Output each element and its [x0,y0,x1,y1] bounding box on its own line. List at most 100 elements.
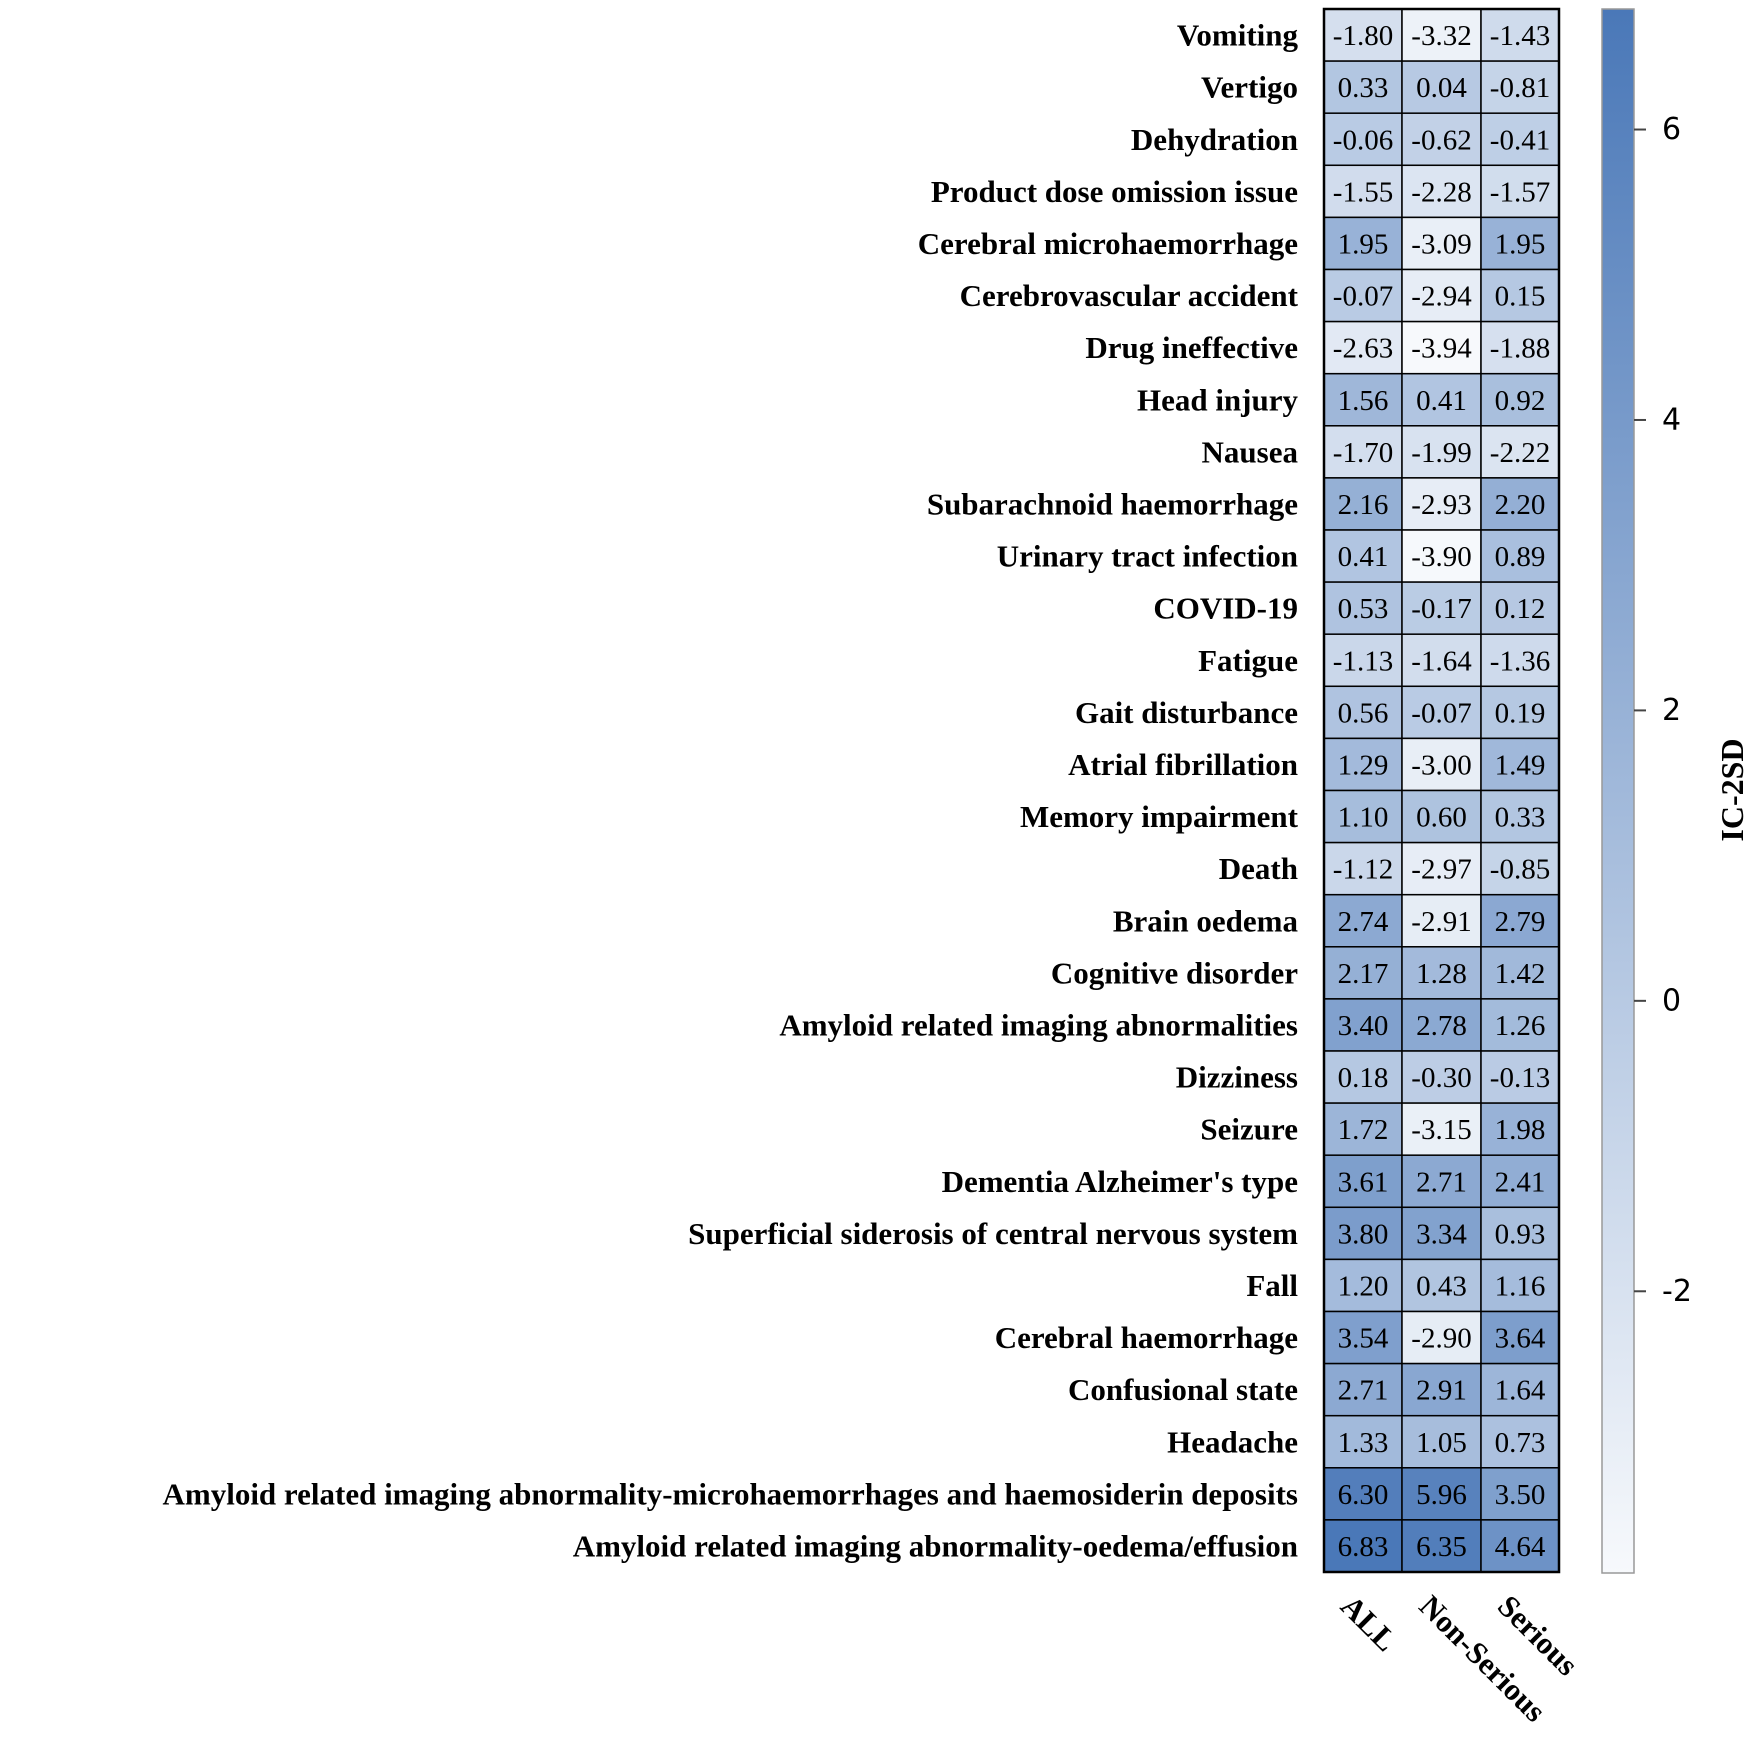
cell-value-label: 2.78 [1416,1010,1467,1042]
legend-tick-label: 2 [1662,693,1681,728]
heatmap-cell [1480,737,1560,792]
heatmap-cell [1401,789,1482,844]
cell-value-label: -0.30 [1411,1062,1471,1094]
row-label: Cerebrovascular accident [960,278,1299,313]
cell-value-label: -1.99 [1411,437,1471,469]
cell-value-label: -2.93 [1411,489,1471,521]
row-label: Atrial fibrillation [1068,747,1298,782]
heatmap-cell [1323,1258,1403,1313]
cell-value-label: 1.26 [1495,1010,1546,1042]
cell-value-label: 1.33 [1338,1427,1389,1459]
cell-value-label: 1.28 [1416,958,1467,990]
row-label: COVID-19 [1153,591,1298,626]
row-label: Dementia Alzheimer's type [942,1164,1298,1199]
cell-value-label: 2.41 [1495,1166,1546,1198]
row-label: Superficial siderosis of central nervous… [688,1216,1298,1251]
cell-value-label: 0.12 [1495,593,1546,625]
row-label: Headache [1167,1424,1298,1459]
cell-value-label: 6.83 [1338,1531,1389,1563]
cell-value-label: 0.41 [1416,385,1467,417]
heatmap-cell [1401,477,1482,531]
row-label: Brain oedema [1113,903,1299,938]
cell-value-label: -0.07 [1333,281,1393,313]
row-label: Nausea [1202,434,1299,469]
legend-tick-label: 6 [1662,112,1681,147]
heatmap-cell [1401,946,1482,1000]
heatmap-cell [1323,477,1403,531]
heatmap-cell [1401,8,1482,62]
cell-value-label: 3.50 [1495,1479,1546,1511]
heatmap-cell [1401,998,1482,1052]
cell-value-label: -1.13 [1333,645,1393,677]
row-label: Head injury [1137,382,1299,417]
cell-value-label: 1.64 [1495,1375,1546,1407]
cell-value-label: -0.06 [1333,124,1393,156]
column-label: ALL [1334,1588,1404,1658]
heatmap-cell [1401,1310,1482,1365]
cell-value-label: -0.41 [1490,124,1550,156]
heatmap-cell [1323,320,1403,375]
cell-value-label: -1.55 [1333,176,1393,208]
cell-value-label: 3.61 [1338,1166,1389,1198]
heatmap-cell [1480,841,1560,896]
legend-tick-label: 4 [1662,402,1681,437]
cell-value-label: 1.20 [1338,1270,1389,1302]
cell-value-label: 3.80 [1338,1218,1389,1250]
heatmap-cell [1323,946,1403,1000]
heatmap-cell [1480,320,1560,375]
cell-value-label: 1.42 [1495,958,1546,990]
row-label: Cerebral microhaemorrhage [918,226,1298,261]
row-label: Death [1219,851,1298,886]
cell-value-label: -1.80 [1333,20,1393,52]
heatmap-cell [1480,789,1560,844]
cell-value-label: 0.33 [1338,72,1389,104]
row-label: Urinary tract infection [997,539,1298,574]
row-label: Product dose omission issue [931,174,1298,209]
legend-title: IC-2SD [1714,738,1748,841]
cell-value-label: -0.62 [1411,124,1471,156]
heatmap-cell [1401,268,1482,323]
heatmap-cell [1480,1310,1560,1365]
cell-value-label: -1.57 [1490,176,1550,208]
row-label: Dehydration [1131,122,1298,157]
heatmap-cell [1480,893,1560,948]
heatmap-cell [1323,164,1403,219]
row-label: Seizure [1200,1112,1298,1147]
heatmap-cell [1323,1519,1403,1573]
heatmap-cell [1323,1154,1403,1209]
legend-ticks: -2 0 2 4 6 [1634,112,1692,1309]
cell-value-label: 1.16 [1495,1270,1546,1302]
row-label: Amyloid related imaging abnormality-micr… [163,1476,1299,1511]
cell-value-label: -2.91 [1411,906,1471,938]
heatmap-cell [1480,1206,1560,1261]
heatmap-cell [1480,1102,1560,1156]
cell-value-label: 0.15 [1495,281,1546,313]
cell-value-label: 1.95 [1495,228,1546,260]
heatmap-cell [1323,529,1403,583]
color-legend: -2 0 2 4 6 IC-2SD [1601,8,1748,1574]
heatmap-cell [1323,737,1403,792]
cell-value-label: -0.13 [1490,1062,1550,1094]
cell-value-label: -1.70 [1333,437,1393,469]
heatmap-cell [1323,1206,1403,1261]
cell-value-label: 0.93 [1495,1218,1546,1250]
cell-value-label: 1.72 [1338,1114,1389,1146]
cell-value-label: 2.74 [1338,906,1389,938]
row-label: Amyloid related imaging abnormality-oede… [573,1528,1298,1563]
cell-value-label: 2.71 [1338,1375,1389,1407]
heatmap-cell [1401,112,1482,167]
cell-value-label: -2.94 [1411,281,1472,313]
cell-value-label: -0.07 [1411,697,1471,729]
cell-value-label: -3.94 [1411,333,1472,365]
cell-value-label: 0.43 [1416,1270,1467,1302]
cell-value-label: -0.85 [1490,854,1550,886]
heatmap-cell [1323,1102,1403,1156]
cell-value-label: 2.20 [1495,489,1546,521]
row-label: Fall [1246,1268,1298,1303]
cell-value-label: 1.10 [1338,802,1389,834]
heatmap-cells: -1.80 -3.32 -1.43 0.33 0.04 -0.81 -0.06 -0.62 -0… [1322,7,1561,1574]
row-labels: Vomiting Vertigo Dehydration Product dose o… [163,18,1299,1564]
row-label: Confusional state [1068,1372,1298,1407]
